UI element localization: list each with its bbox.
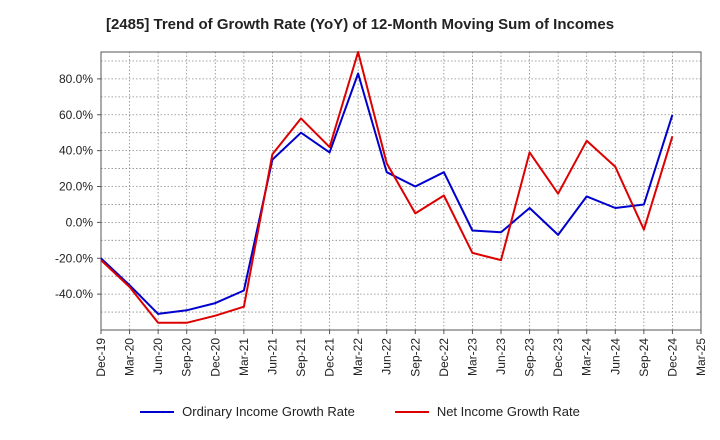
x-tick-label: Dec-21 [323,338,337,377]
plot-area [101,52,701,330]
axes [97,51,702,334]
x-tick-label: Jun-23 [494,338,508,375]
x-tick-label: Sep-24 [637,338,651,377]
x-tick-label: Mar-23 [465,338,479,376]
legend-swatch-ordinary [140,410,175,413]
y-tick-labels: 80.0% 60.0% 40.0% 20.0% 0.0% -20.0% -40.0% [55,72,93,301]
y-tick-label: 40.0% [59,144,93,158]
y-tick-label: -40.0% [55,287,93,301]
plot-frame [100,51,702,331]
y-tick-label: 20.0% [59,180,93,194]
line-chart: 80.0% 60.0% 40.0% 20.0% 0.0% -20.0% -40.0% Dec… [55,51,708,377]
x-tick-label: Dec-23 [551,338,565,377]
x-tick-labels: Dec-19 Mar-20 Jun-20 Sep-20 Dec-20 Mar-21 Jun-… [94,338,708,377]
x-tick-label: Sep-23 [523,338,537,377]
x-tick-label: Jun-20 [151,338,165,375]
x-tick-label: Jun-21 [265,338,279,375]
x-tick-label: Dec-19 [94,338,108,377]
y-tick-label: 80.0% [59,72,93,86]
x-tick-label: Mar-22 [351,338,365,376]
legend: Ordinary Income Growth Rate Net Income G… [0,404,720,419]
x-tick-label: Mar-25 [694,338,708,376]
series-lines [100,51,674,324]
chart-title: [2485] Trend of Growth Rate (YoY) of 12-… [105,16,615,33]
legend-item-ordinary: Ordinary Income Growth Rate [140,404,355,419]
series-line-ordinary-income [100,72,674,315]
x-tick-label: Sep-22 [408,338,422,377]
legend-label-net: Net Income Growth Rate [436,404,580,419]
y-tick-label: 60.0% [59,108,93,122]
x-tick-label: Dec-24 [665,338,679,377]
x-tick-label: Jun-22 [380,338,394,375]
legend-label-ordinary: Ordinary Income Growth Rate [182,404,355,419]
x-tick-label: Mar-24 [580,338,594,376]
y-tick-label: -20.0% [55,251,93,265]
legend-swatch-net [394,410,429,413]
legend-item-net: Net Income Growth Rate [394,404,580,419]
y-tick-label: 0.0% [66,215,94,229]
x-tick-label: Sep-21 [294,338,308,377]
x-tick-label: Mar-21 [237,338,251,376]
x-tick-label: Dec-20 [208,338,222,377]
x-tick-label: Dec-22 [437,338,451,377]
x-tick-label: Jun-24 [608,338,622,375]
series-line-net-income [100,51,674,324]
grid [101,52,701,330]
x-tick-label: Sep-20 [180,338,194,377]
x-tick-label: Mar-20 [123,338,137,376]
